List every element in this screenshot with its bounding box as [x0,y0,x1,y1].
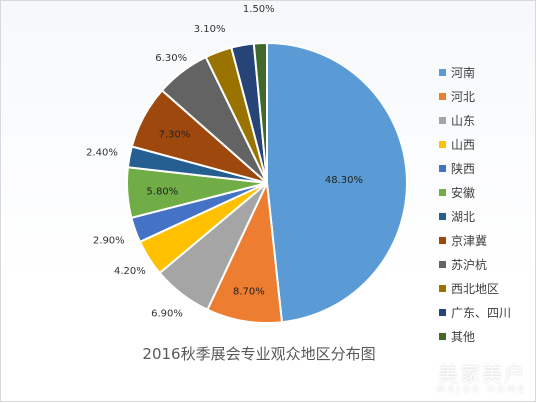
legend-label-8: 京津冀 [451,234,487,248]
legend-swatch-2 [439,93,446,100]
legend-label-4: 山西 [451,138,475,152]
legend-swatch-4 [439,141,446,148]
data-label-5: 2.90% [93,235,125,246]
legend-label-7: 湖北 [451,209,475,224]
data-label-10: 3.10% [194,24,226,35]
legend-label-11: 广东、四川 [451,306,511,320]
data-label-4: 4.20% [114,266,146,277]
chart-title: 2016秋季展会专业观众地区分布图 [142,345,375,363]
legend-swatch-11 [439,309,446,316]
data-label-12: 1.50% [243,4,275,15]
legend-swatch-10 [439,285,446,292]
legend-label-6: 安徽 [451,185,475,200]
legend-swatch-9 [439,261,446,268]
legend-label-3: 山东 [451,114,475,128]
legend-label-9: 苏沪杭 [451,257,487,272]
legend-swatch-5 [439,165,446,172]
data-label-2: 8.70% [233,287,265,298]
legend-swatch-1 [439,69,446,76]
legend-swatch-3 [439,117,446,124]
data-label-8: 7.30% [159,129,191,140]
legend-swatch-8 [439,237,446,244]
legend-label-2: 河北 [451,90,475,104]
data-label-1: 48.30% [325,175,363,186]
legend-swatch-7 [439,213,446,220]
pie-slices [126,41,408,324]
legend-label-10: 西北地区 [451,282,499,296]
pie-slice-1 [266,41,408,324]
data-labels: 48.30% 8.70% 6.90% 4.20% 2.90% 5.80% 2.40% 7.30… [86,4,363,320]
data-label-6: 5.80% [146,186,178,197]
data-label-7: 2.40% [86,148,118,159]
data-label-9: 6.30% [155,53,187,64]
legend-label-5: 陕西 [451,161,475,176]
pie-slice-12 [252,41,268,184]
legend-label-12: 其他 [451,330,475,344]
legend-swatch-6 [439,189,446,196]
legend-label-1: 河南 [451,65,475,80]
data-label-3: 6.90% [151,309,183,320]
legend-swatch-12 [439,333,446,340]
